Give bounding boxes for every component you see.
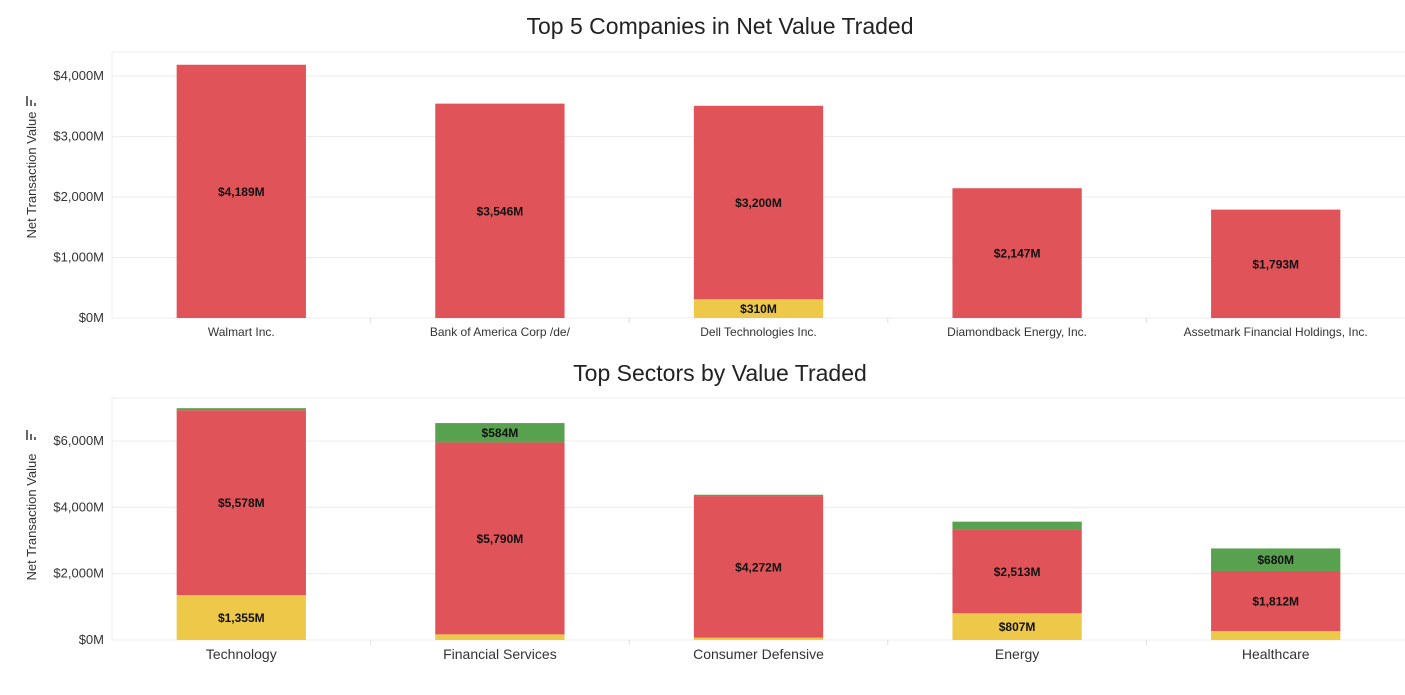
- bar-segment-red[interactable]: [693, 105, 824, 300]
- chart-title: Top Sectors by Value Traded: [573, 360, 867, 386]
- x-tick-label: Assetmark Financial Holdings, Inc.: [1184, 325, 1368, 339]
- x-tick-label: Energy: [995, 646, 1039, 662]
- bar-segment-yellow[interactable]: [176, 595, 306, 640]
- x-tick-label: Financial Services: [443, 646, 557, 662]
- data-label: $3,546M: [477, 204, 524, 218]
- x-tick-label: Diamondback Energy, Inc.: [947, 325, 1087, 339]
- data-label: $4,189M: [218, 185, 265, 199]
- bar-segment-yellow[interactable]: [693, 637, 824, 640]
- x-tick-label: Consumer Defensive: [693, 646, 824, 662]
- bar-segment-red[interactable]: [176, 64, 306, 318]
- data-label: $584M: [482, 426, 519, 440]
- chart-title: Top 5 Companies in Net Value Traded: [527, 13, 914, 39]
- axis-menu-icon[interactable]: [26, 430, 36, 440]
- data-label: $5,790M: [477, 532, 524, 546]
- data-label: $1,812M: [1252, 595, 1299, 609]
- bar-segment-green[interactable]: [435, 423, 565, 443]
- bar-segment-green[interactable]: [176, 408, 306, 411]
- y-tick-label: $0M: [79, 310, 104, 325]
- y-tick-label: $2,000M: [53, 566, 104, 581]
- x-tick-label: Bank of America Corp /de/: [430, 325, 571, 339]
- y-axis-title-group: Net Transaction Value: [24, 454, 39, 581]
- data-label: $310M: [740, 302, 777, 316]
- bar-segment-yellow[interactable]: [952, 613, 1082, 640]
- data-label: $1,355M: [218, 611, 265, 625]
- data-label: $1,793M: [1252, 257, 1299, 271]
- y-tick-label: $2,000M: [53, 189, 104, 204]
- axis-menu-icon[interactable]: [26, 96, 36, 106]
- data-label: $680M: [1257, 553, 1294, 567]
- bar-segment-green[interactable]: [1211, 548, 1341, 571]
- data-label: $5,578M: [218, 496, 265, 510]
- data-label: $4,272M: [735, 560, 782, 574]
- data-label: $2,147M: [994, 247, 1041, 261]
- companies-chart: Top 5 Companies in Net Value Traded Net …: [24, 13, 1405, 339]
- y-tick-label: $0M: [79, 632, 104, 647]
- data-label: $2,513M: [994, 565, 1041, 579]
- y-tick-label: $6,000M: [53, 433, 104, 448]
- x-tick-label: Walmart Inc.: [208, 325, 275, 339]
- bar-segment-yellow[interactable]: [1211, 631, 1341, 640]
- y-tick-label: $4,000M: [53, 68, 104, 83]
- bar-segment-red[interactable]: [952, 188, 1082, 318]
- y-axis-title: Net Transaction Value: [24, 454, 39, 581]
- bar-segment-red[interactable]: [435, 103, 565, 319]
- y-tick-label: $1,000M: [53, 250, 104, 265]
- bar-segment-red[interactable]: [693, 496, 824, 638]
- bar-segment-red[interactable]: [1211, 209, 1341, 318]
- bar-segment-red[interactable]: [1211, 570, 1341, 632]
- y-axis-title-group: Net Transaction Value: [24, 112, 39, 239]
- x-tick-label: Technology: [206, 646, 277, 662]
- x-tick-label: Healthcare: [1242, 646, 1310, 662]
- bar-segment-red[interactable]: [952, 529, 1082, 614]
- y-tick-label: $4,000M: [53, 499, 104, 514]
- data-label: $3,200M: [735, 196, 782, 210]
- bar-segment-red[interactable]: [435, 442, 565, 635]
- data-label: $807M: [999, 620, 1036, 634]
- bar-segment-yellow[interactable]: [693, 299, 824, 318]
- bar-segment-yellow[interactable]: [435, 634, 565, 640]
- y-axis-title: Net Transaction Value: [24, 112, 39, 239]
- sectors-chart: Top Sectors by Value Traded Net Transact…: [24, 360, 1405, 662]
- y-tick-label: $3,000M: [53, 129, 104, 144]
- bar-segment-green[interactable]: [952, 521, 1082, 530]
- x-tick-label: Dell Technologies Inc.: [700, 325, 817, 339]
- bar-segment-green[interactable]: [693, 494, 824, 497]
- bar-segment-red[interactable]: [176, 410, 306, 596]
